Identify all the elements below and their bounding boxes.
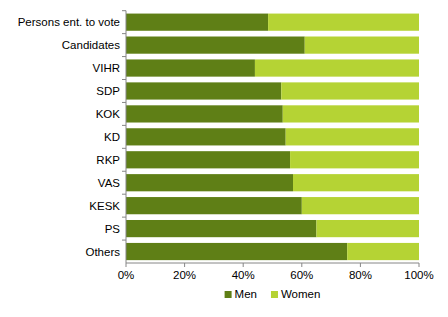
category-label: RKP [96, 154, 120, 166]
bar-segment [126, 174, 293, 191]
bar-segment [126, 14, 268, 31]
category-label: VIHR [93, 62, 120, 74]
x-axis [126, 263, 419, 264]
x-tick [419, 263, 420, 267]
bar-segment [126, 105, 283, 122]
bar-segment [126, 151, 290, 168]
x-tick-label: 60% [290, 269, 313, 281]
category-tick [122, 194, 126, 195]
category-label: PS [105, 223, 121, 235]
bar-segment [305, 37, 419, 54]
category-tick [122, 79, 126, 80]
x-tick [184, 263, 185, 267]
bar-segment [268, 14, 419, 31]
legend-label: Men [235, 288, 257, 300]
legend-label: Women [281, 288, 320, 300]
category-tick [122, 33, 126, 34]
category-label: VAS [98, 177, 120, 189]
category-tick [122, 217, 126, 218]
bar-segment [286, 128, 419, 145]
x-tick [126, 263, 127, 267]
chart: Persons ent. to vote Candidates VIHR SDP KOK… [0, 0, 448, 317]
category-label: Persons ent. to vote [18, 16, 120, 28]
x-tick [301, 263, 302, 267]
bar-segment [126, 220, 316, 237]
x-tick-label: 0% [118, 269, 135, 281]
bar-segment [126, 197, 302, 214]
category-label: Candidates [62, 39, 120, 51]
x-tick-label: 100% [404, 269, 433, 281]
bar-segment [126, 37, 305, 54]
bar-segment [347, 243, 419, 260]
bar-segment [281, 82, 419, 99]
bar-segment [293, 174, 419, 191]
category-label: KESK [89, 200, 120, 212]
category-tick [122, 125, 126, 126]
bar-segment [126, 59, 255, 76]
bar-segment [126, 82, 281, 99]
legend: Men Women [225, 288, 321, 300]
category-tick [122, 171, 126, 172]
x-tick-label: 20% [173, 269, 196, 281]
x-tick [360, 263, 361, 267]
bar-segment [126, 243, 347, 260]
bar-segment [126, 128, 286, 145]
bar-segment [316, 220, 419, 237]
category-tick [122, 240, 126, 241]
category-label: KOK [96, 108, 121, 120]
category-tick [122, 102, 126, 103]
legend-swatch [271, 291, 278, 298]
category-tick [122, 148, 126, 149]
bar-segment [255, 59, 419, 76]
x-tick-label: 40% [232, 269, 255, 281]
category-label: Others [85, 246, 120, 258]
x-tick-label: 80% [349, 269, 372, 281]
bar-segment [283, 105, 419, 122]
bars [126, 14, 419, 261]
category-tick [122, 10, 126, 11]
bar-segment [302, 197, 419, 214]
category-label: SDP [96, 85, 120, 97]
bar-segment [290, 151, 419, 168]
y-axis [126, 11, 127, 263]
legend-swatch [225, 291, 232, 298]
category-tick [122, 56, 126, 57]
category-label: KD [104, 131, 120, 143]
x-tick [243, 263, 244, 267]
